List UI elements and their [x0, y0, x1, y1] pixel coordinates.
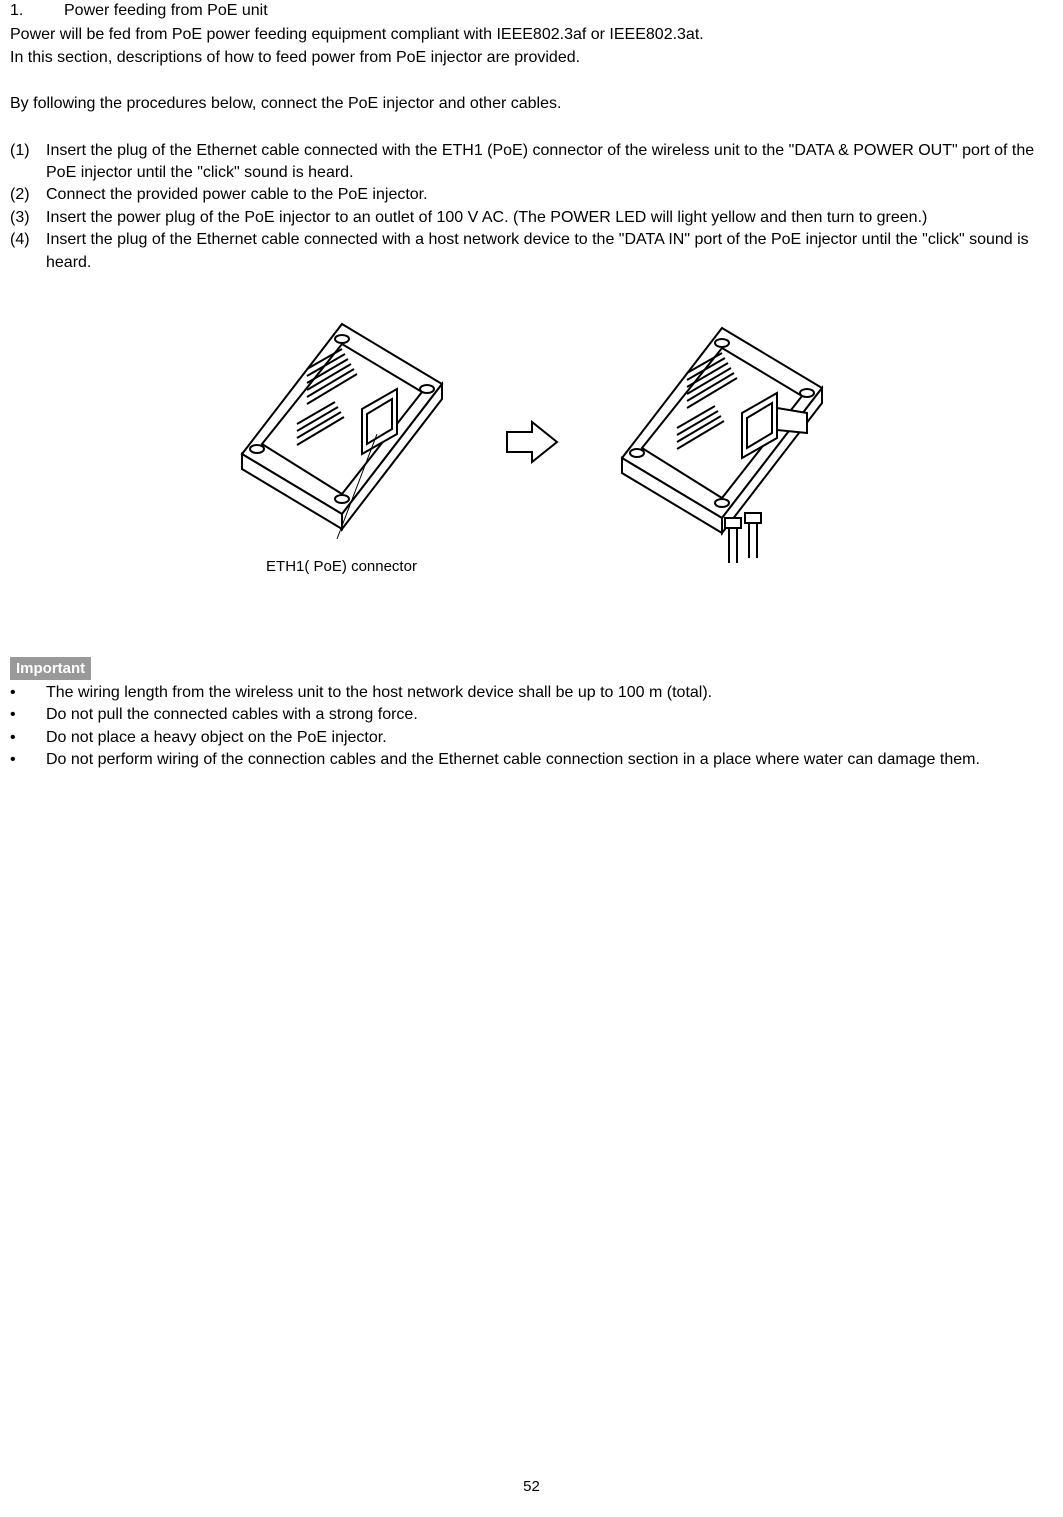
step-number: (3) — [10, 207, 46, 229]
intro-line-1: Power will be fed from PoE power feeding… — [10, 24, 1053, 46]
important-item: • Do not perform wiring of the connectio… — [10, 749, 1053, 771]
step-text: Connect the provided power cable to the … — [46, 184, 1053, 206]
step-item: (3) Insert the power plug of the PoE inj… — [10, 207, 1053, 229]
device-left-svg — [227, 314, 457, 544]
step-number: (1) — [10, 140, 46, 185]
step-text: Insert the plug of the Ethernet cable co… — [46, 140, 1053, 185]
diagram-area: ETH1( PoE) connector — [10, 314, 1053, 577]
important-text: Do not perform wiring of the connection … — [46, 749, 1053, 771]
important-label: Important — [10, 657, 91, 680]
intro-line-2: In this section, descriptions of how to … — [10, 47, 1053, 69]
bullet-marker: • — [10, 682, 46, 704]
step-text: Insert the power plug of the PoE injecto… — [46, 207, 1053, 229]
important-text: The wiring length from the wireless unit… — [46, 682, 1053, 704]
bullet-marker: • — [10, 727, 46, 749]
step-number: (2) — [10, 184, 46, 206]
procedure-intro: By following the procedures below, conne… — [10, 93, 1053, 115]
section-title: Power feeding from PoE unit — [64, 0, 268, 22]
important-section: Important • The wiring length from the w… — [10, 657, 1053, 772]
diagram-arrow — [502, 417, 562, 474]
important-item: • Do not place a heavy object on the PoE… — [10, 727, 1053, 749]
important-text: Do not place a heavy object on the PoE i… — [46, 727, 1053, 749]
step-number: (4) — [10, 229, 46, 274]
bullet-marker: • — [10, 704, 46, 726]
device-left: ETH1( PoE) connector — [222, 314, 462, 577]
step-item: (4) Insert the plug of the Ethernet cabl… — [10, 229, 1053, 274]
steps-list: (1) Insert the plug of the Ethernet cabl… — [10, 140, 1053, 274]
bullet-marker: • — [10, 749, 46, 771]
step-text: Insert the plug of the Ethernet cable co… — [46, 229, 1053, 274]
device-right-svg — [607, 318, 837, 573]
section-title-row: 1. Power feeding from PoE unit — [10, 0, 1053, 22]
important-text: Do not pull the connected cables with a … — [46, 704, 1053, 726]
step-item: (1) Insert the plug of the Ethernet cabl… — [10, 140, 1053, 185]
page-number: 52 — [523, 1476, 540, 1497]
important-list: • The wiring length from the wireless un… — [10, 682, 1053, 772]
section-number: 1. — [10, 0, 40, 22]
arrow-icon — [502, 417, 562, 467]
important-item: • The wiring length from the wireless un… — [10, 682, 1053, 704]
diagram-caption: ETH1( PoE) connector — [222, 556, 462, 577]
device-right — [602, 318, 842, 573]
step-item: (2) Connect the provided power cable to … — [10, 184, 1053, 206]
important-item: • Do not pull the connected cables with … — [10, 704, 1053, 726]
